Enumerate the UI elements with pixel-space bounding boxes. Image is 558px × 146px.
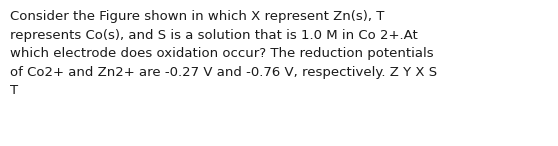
Text: Consider the Figure shown in which X represent Zn(s), T
represents Co(s), and S : Consider the Figure shown in which X rep… [10,10,437,97]
